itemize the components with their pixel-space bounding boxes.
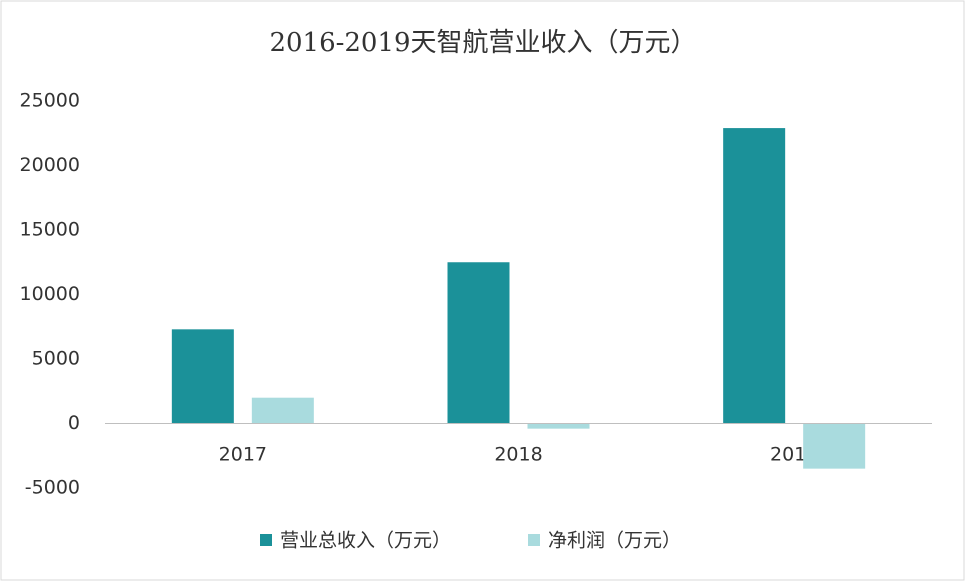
y-tick-label: 15000 <box>20 219 80 241</box>
chart-title: 2016-2019天智航营业收入（万元） <box>269 28 696 58</box>
bar <box>723 128 786 424</box>
bar <box>447 262 510 424</box>
y-tick-label: 10000 <box>20 283 80 305</box>
legend-swatch <box>260 534 272 546</box>
y-tick-label: 0 <box>68 412 80 434</box>
legend-swatch <box>528 534 540 546</box>
bar <box>527 423 590 429</box>
y-tick-label: 5000 <box>32 348 80 370</box>
bar <box>251 397 314 424</box>
y-tick-label: 25000 <box>20 90 80 112</box>
legend-label: 营业总收入（万元） <box>280 530 451 552</box>
y-tick-label: 20000 <box>20 154 80 176</box>
x-tick-label: 2018 <box>494 444 542 466</box>
x-tick-label: 2017 <box>219 444 267 466</box>
legend-label: 净利润（万元） <box>548 530 681 552</box>
bar <box>803 423 866 469</box>
y-tick-label: -5000 <box>25 477 80 499</box>
bar <box>171 329 234 424</box>
